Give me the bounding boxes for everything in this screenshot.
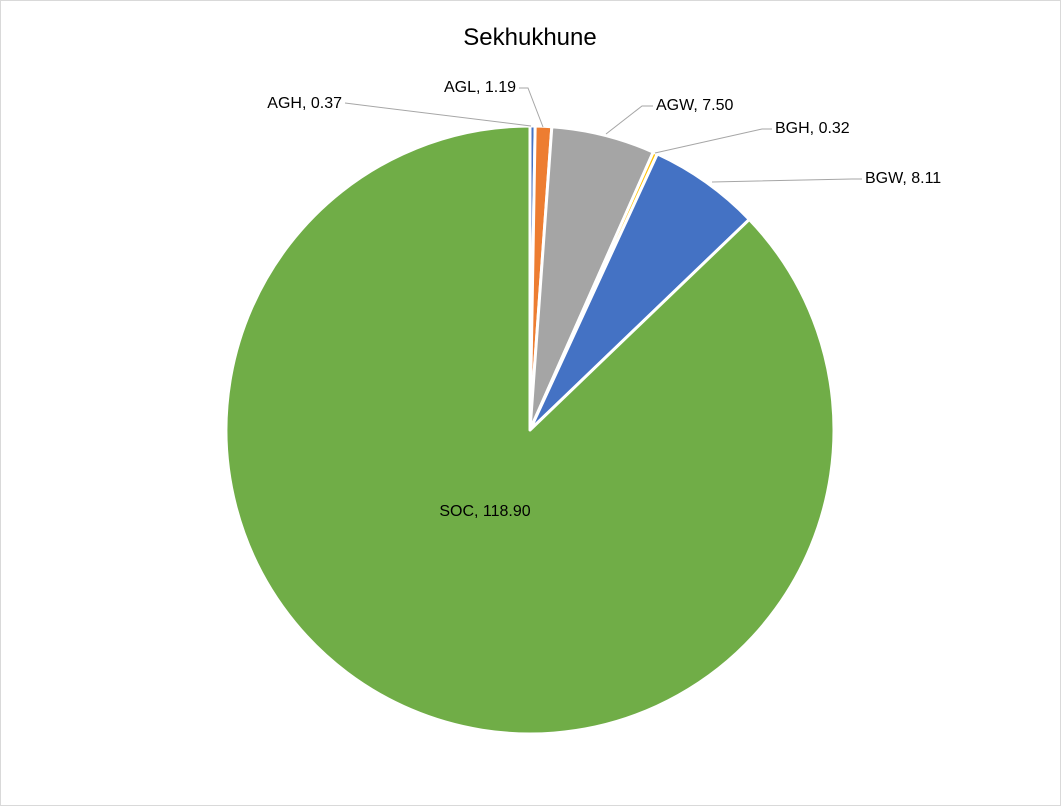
- data-label-bgw: BGW, 8.11: [865, 170, 941, 187]
- leader-line-bgw: [711, 178, 862, 183]
- pie-slice-soc: [224, 124, 836, 736]
- leader-line-bgh: [654, 128, 772, 154]
- leader-line-agh: [344, 102, 532, 127]
- leader-line-agw: [605, 105, 653, 135]
- data-label-soc: SOC, 118.90: [439, 503, 530, 520]
- pie-slices: [224, 124, 836, 736]
- data-label-bgh: BGH, 0.32: [775, 120, 850, 137]
- data-labels: AGH, 0.37 AGL, 1.19 AGW, 7.50 BGH, 0.32 BGW,…: [267, 79, 941, 520]
- leader-lines: [344, 87, 862, 183]
- data-label-agw: AGW, 7.50: [656, 97, 733, 114]
- leader-line-agl: [519, 87, 544, 128]
- data-label-agl: AGL, 1.19: [444, 79, 516, 96]
- chart-title: Sekhukhune: [463, 24, 596, 51]
- data-label-agh: AGH, 0.37: [267, 95, 342, 112]
